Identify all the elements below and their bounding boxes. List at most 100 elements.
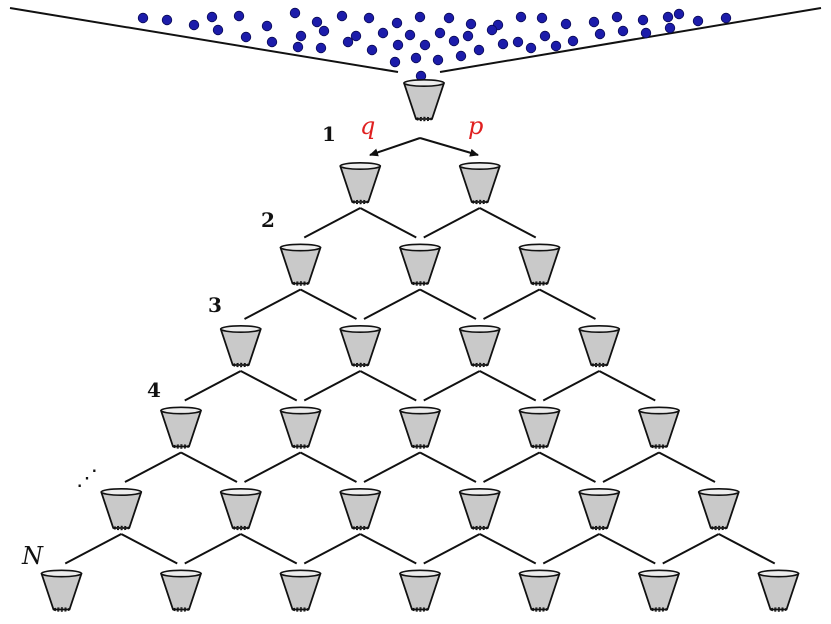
connector-r4-c5-left [602, 451, 660, 483]
ball-icon-33 [404, 29, 416, 41]
ball-icon-37 [512, 36, 524, 48]
ball-icon-46 [342, 36, 354, 48]
cup-row-1-2-icon [458, 162, 501, 205]
ball-icon-58 [455, 50, 467, 62]
connector-r4-c1-right [180, 451, 238, 483]
ball-icon-22 [662, 11, 674, 23]
ball-icon-27 [240, 31, 252, 43]
left-arrow [369, 137, 421, 157]
connector-r5-c4-left [423, 533, 481, 565]
connector-r5-c1-left [64, 533, 122, 565]
probability-p-label: p [468, 112, 484, 140]
cup-row-4-3-icon [399, 406, 441, 449]
ball-icon-11 [391, 17, 403, 29]
connector-r3-c2-right [359, 370, 417, 402]
funnel [9, 7, 822, 73]
ball-icon-45 [315, 42, 327, 54]
ball-icon-30 [318, 25, 330, 37]
connector-r5-c3-left [303, 533, 361, 565]
ball-icon-39 [567, 35, 579, 47]
row-label-4: 4 [147, 378, 161, 402]
connector-lines [64, 207, 776, 565]
connector-r4-c5-right [658, 451, 716, 483]
cup-row-2-2-icon [399, 243, 441, 286]
ball-icon-25 [720, 12, 732, 24]
ball-icon-35 [462, 30, 474, 42]
cup-row-3-2-icon [339, 324, 382, 368]
ball-icon-49 [419, 39, 431, 51]
ball-icon-1 [137, 12, 149, 24]
cup-row-5-3-icon [339, 487, 382, 531]
cup-row-6-1-icon [40, 569, 83, 612]
cup-row-4-1-icon [160, 406, 202, 449]
ball-icon-2 [161, 14, 173, 26]
connector-r3-c4-right [598, 370, 656, 402]
ball-icon-47 [366, 44, 378, 56]
ball-icon-13 [443, 12, 455, 24]
connector-r4-c4-right [539, 451, 596, 483]
ball-icon-36 [486, 24, 498, 36]
cup-row-6-7-icon [757, 569, 800, 612]
funnel-left-wall [9, 7, 399, 73]
connector-r1-c2-right [479, 207, 537, 239]
cup-row-6-6-icon [638, 569, 680, 612]
ball-icon-56 [410, 52, 422, 64]
connector-r3-c2-left [303, 370, 361, 402]
connector-r4-c2-right [300, 451, 357, 483]
ball-icon-32 [377, 27, 389, 39]
ball-icon-16 [515, 11, 527, 23]
cup-row-5-5-icon [578, 487, 621, 531]
row-label-ellipsis: ⋰ [76, 466, 98, 491]
cup-row-4-5-icon [638, 406, 680, 449]
ball-icon-34 [434, 27, 446, 39]
ball-icon-23 [673, 8, 685, 20]
ball-icon-43 [664, 22, 676, 34]
cup-row-2-3-icon [518, 243, 561, 286]
ball-icon-48 [392, 39, 404, 51]
ball-icon-19 [588, 16, 600, 28]
ball-icon-9 [336, 10, 348, 22]
cup-row-6-4-icon [399, 569, 441, 612]
connector-r4-c1-left [124, 451, 182, 483]
connector-r4-c2-left [244, 451, 301, 483]
ball-icon-10 [363, 12, 375, 24]
ball-icon-17 [536, 12, 548, 24]
cup-row-3-1-icon [219, 324, 262, 368]
row-label-3: 3 [208, 293, 222, 317]
row-label-1: 1 [322, 122, 336, 146]
ball-icon-52 [497, 38, 509, 50]
cup-row-5-2-icon [219, 487, 262, 531]
connector-r5-c4-right [479, 533, 537, 565]
cup-row-3-3-icon [458, 324, 501, 368]
cup-row-4-2-icon [279, 406, 322, 449]
ball-icon-12 [414, 11, 426, 23]
ball-icon-6 [261, 20, 273, 32]
ball-icon-24 [692, 15, 704, 27]
connector-r5-c6-right [718, 533, 776, 565]
ball-icon-41 [617, 25, 629, 37]
connector-r2-c1-left [244, 288, 301, 320]
ball-icon-44 [292, 41, 304, 53]
ball-icon-50 [448, 35, 460, 47]
ball-icon-53 [525, 42, 537, 54]
ball-icon-7 [289, 7, 301, 19]
ball-icon-40 [594, 28, 606, 40]
ball-icon-29 [295, 30, 307, 42]
cup-row-6-5-icon [518, 569, 561, 612]
cup-row-5-6-icon [697, 487, 740, 531]
ball-icon-51 [473, 44, 485, 56]
ball-icon-31 [350, 30, 362, 42]
cup-row-3-4-icon [578, 324, 621, 368]
ball-icon-8 [311, 16, 323, 28]
connector-r2-c2-right [419, 288, 477, 320]
row-label-n: N [22, 542, 43, 570]
connector-r3-c3-left [423, 370, 481, 402]
connector-r3-c3-right [479, 370, 537, 402]
connector-r5-c3-right [359, 533, 417, 565]
connector-r1-c2-left [423, 207, 481, 239]
connector-r5-c1-right [120, 533, 178, 565]
cup-row-5-1-icon [100, 487, 143, 531]
connector-r1-c1-right [359, 207, 417, 239]
ball-icon-20 [611, 11, 623, 23]
